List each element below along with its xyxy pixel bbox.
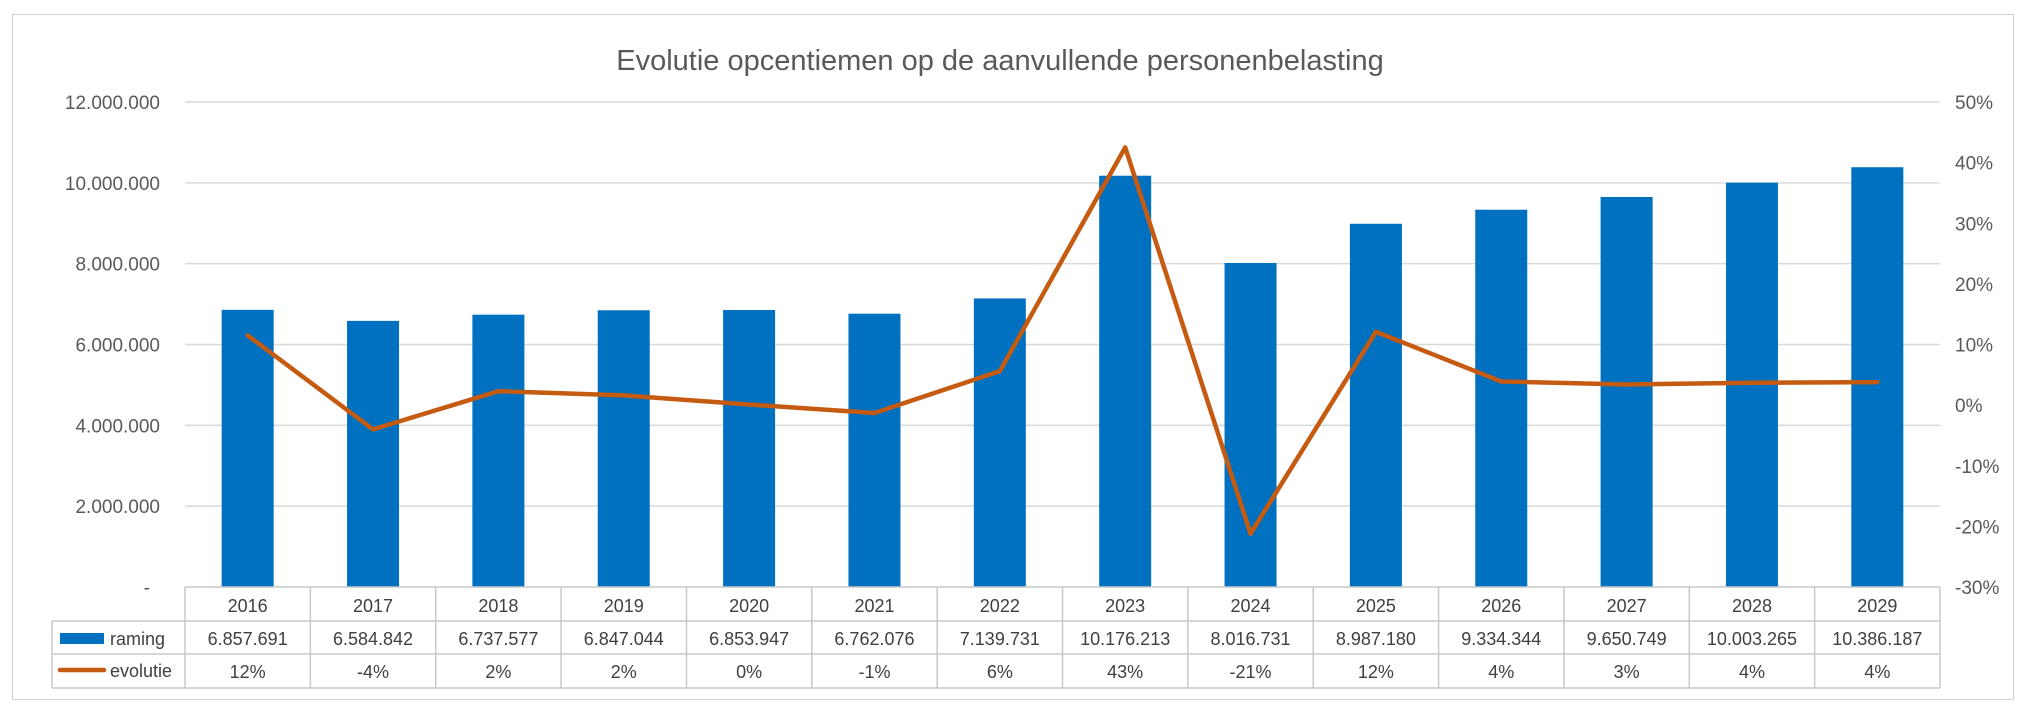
evolutie-data-label: 12% <box>1358 662 1394 682</box>
evolutie-data-label: 2% <box>611 662 637 682</box>
category-label: 2029 <box>1857 596 1897 616</box>
bar <box>1600 196 1653 587</box>
bar <box>1099 175 1152 587</box>
evolutie-data-label: 4% <box>1488 662 1514 682</box>
line-series <box>245 145 1880 536</box>
bar <box>848 313 901 587</box>
category-label: 2016 <box>228 596 268 616</box>
line-point <box>746 402 752 407</box>
category-label: 2025 <box>1356 596 1396 616</box>
legend-key-raming <box>60 633 104 644</box>
raming-data-label: 10.003.265 <box>1707 629 1797 649</box>
raming-data-label: 6.762.076 <box>834 629 914 649</box>
line-point <box>621 393 626 398</box>
y-left-tick-label: 8.000.000 <box>75 255 160 276</box>
evolutie-data-label: -4% <box>357 662 389 682</box>
raming-data-label: 6.853.947 <box>709 629 789 649</box>
raming-data-label: 6.847.044 <box>584 629 664 649</box>
evolutie-data-label: 43% <box>1107 662 1143 682</box>
line-point <box>1373 329 1379 334</box>
y-right-tick-label: -30% <box>1955 578 1999 599</box>
evolutie-data-label: 4% <box>1864 662 1890 682</box>
line-point <box>1624 382 1629 387</box>
y-left-tick-label: 10.000.000 <box>65 174 160 195</box>
raming-data-label: 10.176.213 <box>1080 629 1170 649</box>
bar <box>1349 223 1402 588</box>
line-point <box>1749 380 1755 385</box>
category-label: 2023 <box>1105 596 1145 616</box>
y-right-tick-label: 10% <box>1955 336 1993 357</box>
raming-data-label: 8.016.731 <box>1210 629 1290 649</box>
evolutie-data-label: -21% <box>1230 662 1272 682</box>
line-point <box>370 427 376 432</box>
line-point <box>1875 379 1880 385</box>
y-right-tick-label: 0% <box>1955 396 1983 417</box>
raming-data-label: 6.737.577 <box>458 629 538 649</box>
y-right-tick-label: -10% <box>1955 457 1999 478</box>
y-left-tick-label: - <box>144 578 150 599</box>
raming-data-label: 9.334.344 <box>1461 629 1541 649</box>
raming-data-label: 6.584.842 <box>333 629 413 649</box>
evolutie-data-label: 6% <box>987 662 1013 682</box>
category-label: 2026 <box>1481 596 1521 616</box>
y-left-tick-label: 12.000.000 <box>65 93 160 114</box>
y-right-tick-label: 40% <box>1955 154 1993 175</box>
line-point <box>1499 379 1504 384</box>
y-right-tick-label: 30% <box>1955 214 1993 235</box>
category-label: 2017 <box>353 596 393 616</box>
y-left-tick-label: 4.000.000 <box>75 416 160 437</box>
category-label: 2018 <box>478 596 518 616</box>
bar <box>597 310 650 587</box>
line-point <box>245 333 250 338</box>
line-point <box>1248 531 1253 536</box>
bar <box>1475 209 1528 587</box>
line-point <box>997 368 1003 374</box>
chart-frame <box>12 14 2014 700</box>
line-point <box>496 388 501 394</box>
y-right-tick-label: -20% <box>1955 517 1999 538</box>
y-right-tick-label: 20% <box>1955 275 1993 296</box>
raming-data-label: 8.987.180 <box>1336 629 1416 649</box>
bar <box>973 298 1026 587</box>
bar <box>723 309 776 587</box>
y-left-tick-label: 2.000.000 <box>75 497 160 518</box>
category-label: 2019 <box>604 596 644 616</box>
category-label: 2022 <box>980 596 1020 616</box>
bar <box>221 309 274 587</box>
category-label: 2020 <box>729 596 769 616</box>
evolutie-data-label: 0% <box>736 662 762 682</box>
category-label: 2021 <box>854 596 894 616</box>
category-label: 2027 <box>1607 596 1647 616</box>
evolutie-data-label: 2% <box>485 662 511 682</box>
raming-data-label: 10.386.187 <box>1832 629 1922 649</box>
line-point <box>1122 145 1128 150</box>
legend-label-raming: raming <box>110 629 165 649</box>
y-right-tick-label: 50% <box>1955 93 1993 114</box>
category-label: 2028 <box>1732 596 1772 616</box>
bar <box>347 320 400 587</box>
raming-data-label: 7.139.731 <box>960 629 1040 649</box>
raming-data-label: 6.857.691 <box>208 629 288 649</box>
evolutie-data-label: 3% <box>1614 662 1640 682</box>
bar <box>1851 167 1904 587</box>
raming-data-label: 9.650.749 <box>1587 629 1667 649</box>
legend-label-evolutie: evolutie <box>110 661 172 681</box>
y-left-tick-label: 6.000.000 <box>75 336 160 357</box>
category-label: 2024 <box>1231 596 1271 616</box>
bar <box>472 314 525 587</box>
evolutie-data-label: 4% <box>1739 662 1765 682</box>
evolutie-data-label: -1% <box>858 662 890 682</box>
chart-title: Evolutie opcentiemen op de aanvullende p… <box>616 45 1383 77</box>
evolutie-data-label: 12% <box>230 662 266 682</box>
line-point <box>872 410 877 416</box>
bar <box>1224 262 1277 587</box>
